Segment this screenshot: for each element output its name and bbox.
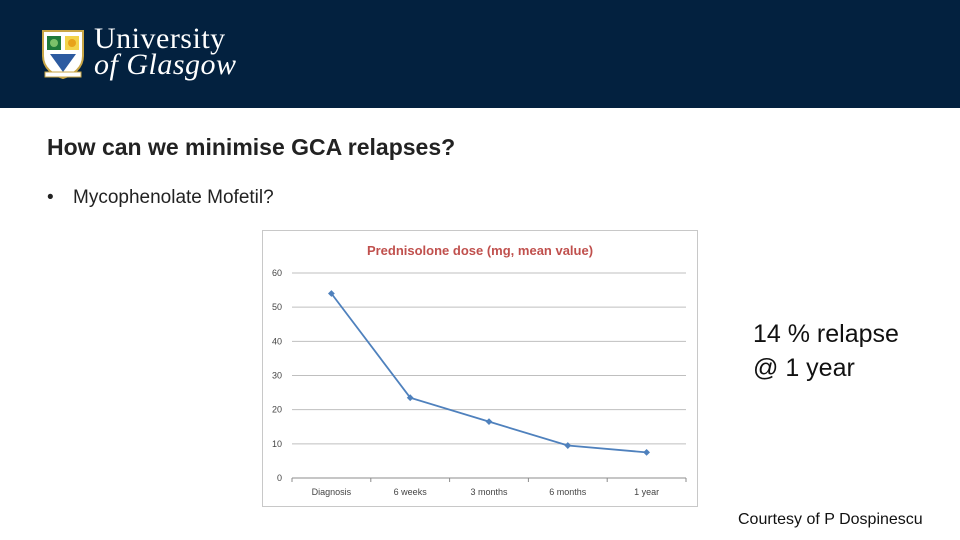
- bullet-item: • Mycophenolate Mofetil?: [47, 187, 274, 209]
- slide-title: How can we minimise GCA relapses?: [47, 134, 456, 160]
- relapse-note: 14 % relapse @ 1 year: [753, 317, 899, 385]
- data-point: [485, 418, 493, 426]
- x-tick-label: 3 months: [470, 487, 508, 497]
- data-point: [643, 448, 650, 456]
- university-logo[interactable]: University of Glasgow: [40, 22, 255, 82]
- data-point: [564, 442, 572, 449]
- y-tick-label: 10: [272, 439, 282, 449]
- x-tick-label: 1 year: [634, 487, 659, 497]
- relapse-timeframe: @ 1 year: [753, 354, 855, 382]
- series-line: [330, 292, 647, 454]
- prednisolone-chart: Prednisolone dose (mg, mean value) 0 10 20 3…: [262, 230, 698, 507]
- relapse-percent: 14 % relapse: [753, 320, 899, 348]
- y-tick-label: 0: [277, 473, 282, 483]
- data-point: [406, 394, 414, 402]
- y-tick-label: 50: [272, 302, 282, 312]
- y-tick-label: 40: [272, 336, 282, 346]
- crest-icon: [42, 30, 84, 80]
- logo-line-university: University: [94, 22, 226, 55]
- x-tick-label: Diagnosis: [312, 487, 352, 497]
- y-tick-label: 20: [272, 405, 282, 415]
- bullet-text: Mycophenolate Mofetil?: [73, 187, 274, 208]
- header-bar: University of Glasgow: [0, 0, 960, 108]
- bullet-list: • Mycophenolate Mofetil?: [47, 187, 274, 209]
- x-tick-label: 6 weeks: [394, 487, 428, 497]
- bullet-dot: •: [47, 187, 54, 208]
- y-tick-label: 60: [272, 268, 282, 278]
- chart-title: Prednisolone dose (mg, mean value): [367, 243, 593, 258]
- y-tick-label: 30: [272, 371, 282, 381]
- courtesy-credit: Courtesy of P Dospinescu: [738, 511, 923, 528]
- chart-svg: Prednisolone dose (mg, mean value) 0 10 20 3…: [272, 243, 687, 497]
- x-tick-label: 6 months: [549, 487, 587, 497]
- data-point: [328, 290, 335, 297]
- logo-line-of-glasgow: of Glasgow: [94, 48, 237, 81]
